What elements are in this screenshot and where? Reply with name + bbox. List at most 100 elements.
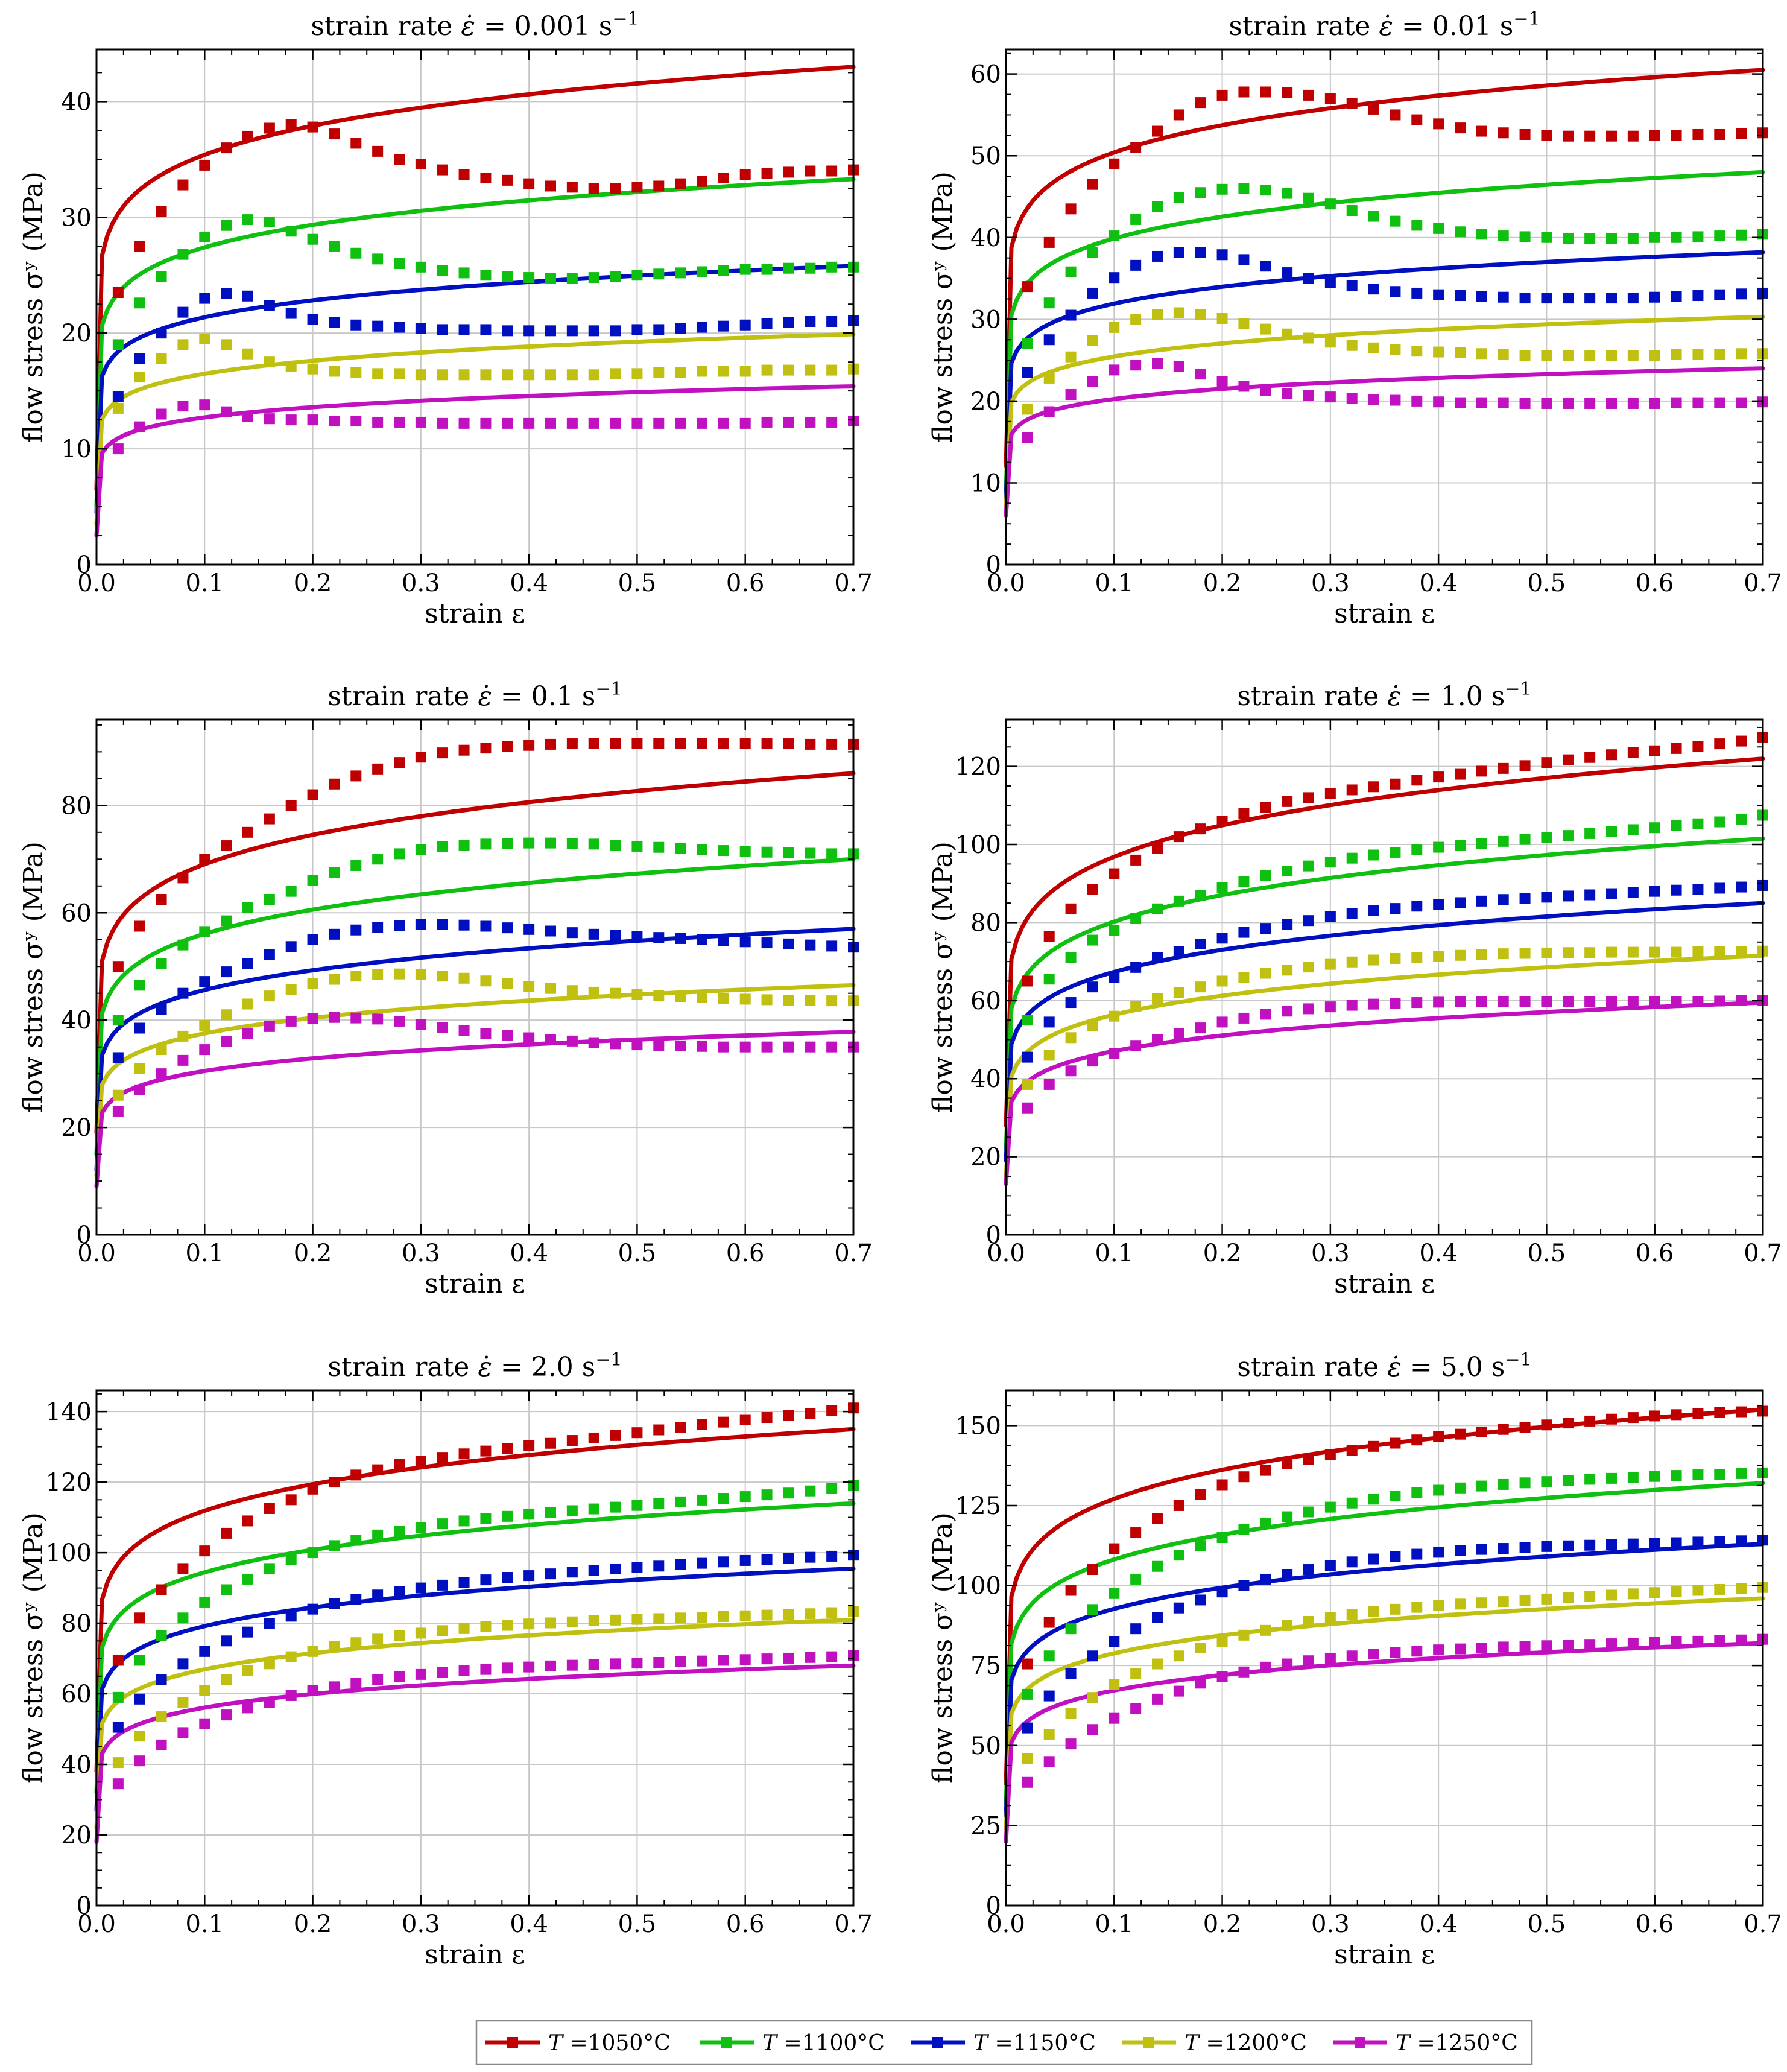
measured-point xyxy=(675,1559,686,1570)
measured-point xyxy=(1282,796,1293,807)
measured-point xyxy=(199,926,210,937)
measured-point xyxy=(1606,826,1617,837)
measured-point xyxy=(199,231,210,242)
measured-point xyxy=(1692,946,1704,957)
measured-point xyxy=(1411,114,1423,125)
y-axis-label: flow stress σʸ (MPa) xyxy=(928,841,958,1113)
measured-point xyxy=(502,741,513,752)
measured-point xyxy=(307,875,318,886)
measured-point xyxy=(783,847,794,858)
measured-point xyxy=(718,1655,729,1666)
measured-point xyxy=(1022,1722,1033,1734)
measured-point xyxy=(1606,946,1617,958)
measured-point xyxy=(1260,86,1271,98)
measured-point xyxy=(480,838,492,850)
measured-point xyxy=(1541,996,1552,1007)
measured-point xyxy=(480,920,492,932)
measured-point xyxy=(761,318,773,329)
measured-point xyxy=(1411,1646,1423,1657)
fit-curve-3 xyxy=(1004,1542,1765,1818)
measured-point xyxy=(1173,361,1184,372)
x-tick-label: 0.5 xyxy=(618,1240,657,1267)
measured-point xyxy=(1390,286,1401,297)
measured-point xyxy=(783,1553,794,1564)
x-axis-label: strain ε xyxy=(1334,598,1435,629)
measured-point xyxy=(350,924,362,936)
measured-point xyxy=(739,1491,751,1503)
measured-point xyxy=(1627,996,1639,1007)
measured-point xyxy=(350,247,362,259)
measured-point xyxy=(1022,1102,1033,1114)
measured-point xyxy=(805,738,816,750)
x-tick-label: 0.2 xyxy=(1203,1910,1242,1938)
y-tick-label: 125 xyxy=(955,1492,1001,1520)
x-tick-label: 0.3 xyxy=(402,569,440,597)
measured-point xyxy=(1260,385,1271,396)
measured-point xyxy=(1022,404,1033,415)
measured-point xyxy=(588,1432,599,1443)
measured-point xyxy=(1519,293,1531,304)
measured-point xyxy=(1238,183,1250,194)
measured-point xyxy=(631,417,643,429)
measured-point xyxy=(1649,232,1660,243)
measured-point xyxy=(1390,1603,1401,1615)
measured-point xyxy=(566,182,578,193)
x-tick-label: 0.5 xyxy=(618,569,657,597)
measured-point xyxy=(1649,291,1660,303)
measured-point xyxy=(307,1685,318,1696)
measured-point xyxy=(415,1019,426,1030)
measured-point xyxy=(415,369,426,381)
measured-point xyxy=(199,1685,210,1696)
measured-point xyxy=(242,411,253,422)
measured-point xyxy=(588,986,599,998)
measured-point xyxy=(1563,830,1574,841)
measured-point xyxy=(1109,972,1120,983)
measured-point xyxy=(783,938,794,949)
measured-point xyxy=(350,1637,362,1649)
measured-point xyxy=(1152,1658,1163,1670)
measured-point xyxy=(1671,1636,1682,1647)
measured-point xyxy=(480,324,492,335)
measured-point xyxy=(242,1626,253,1638)
measured-point xyxy=(134,1755,145,1767)
measured-point xyxy=(1087,335,1098,346)
y-tick-label: 120 xyxy=(955,753,1001,781)
measured-point xyxy=(1087,1692,1098,1703)
measured-point xyxy=(1498,1596,1509,1608)
measured-point xyxy=(545,180,556,192)
measured-point xyxy=(177,1658,189,1670)
measured-point xyxy=(329,778,340,790)
legend-symbol: T xyxy=(548,2031,565,2056)
measured-point xyxy=(1238,1629,1250,1641)
measured-point xyxy=(610,1501,621,1513)
measured-point xyxy=(1065,903,1077,914)
measured-point xyxy=(329,974,340,985)
measured-point xyxy=(1195,1643,1206,1653)
measured-point xyxy=(1411,287,1423,299)
measured-point xyxy=(1303,1655,1314,1667)
measured-point xyxy=(156,1711,167,1723)
measured-point xyxy=(199,333,210,344)
measured-point xyxy=(675,1612,686,1624)
x-tick-label: 0.7 xyxy=(1744,1240,1782,1267)
measured-point xyxy=(1541,232,1552,243)
chart-title: strain rate ε̇ = 0.01 s−1 xyxy=(1229,8,1540,42)
measured-point xyxy=(156,894,167,905)
measured-point xyxy=(329,317,340,328)
measured-point xyxy=(134,241,145,252)
measured-point xyxy=(199,854,210,865)
measured-point xyxy=(1692,1469,1704,1481)
measured-point xyxy=(307,1547,318,1559)
measured-point xyxy=(458,744,470,756)
measured-point xyxy=(1606,130,1617,142)
measured-point xyxy=(1714,289,1725,300)
measured-point xyxy=(1498,349,1509,360)
measured-point xyxy=(1065,1585,1077,1596)
x-axis-label: strain ε xyxy=(425,1939,525,1970)
measured-point xyxy=(372,1464,384,1475)
measured-point xyxy=(1519,231,1531,242)
measured-point xyxy=(653,738,665,749)
measured-point xyxy=(826,261,838,273)
x-tick-label: 0.3 xyxy=(402,1240,440,1267)
y-tick-label: 30 xyxy=(970,306,1001,334)
